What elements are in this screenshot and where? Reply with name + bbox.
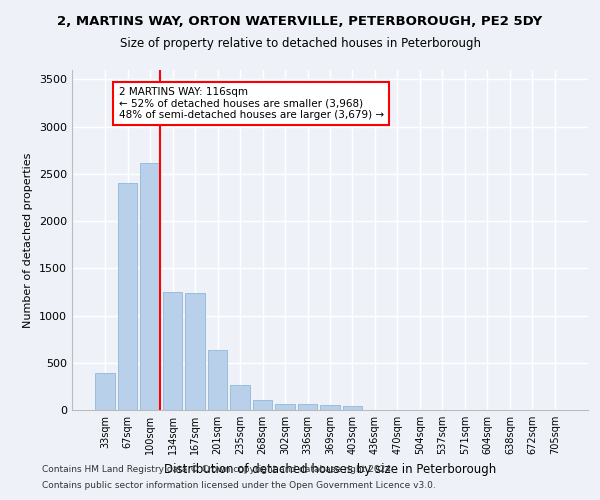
Bar	[208, 350, 227, 410]
Bar	[230, 386, 250, 410]
Text: Size of property relative to detached houses in Peterborough: Size of property relative to detached ho…	[119, 38, 481, 51]
Y-axis label: Number of detached properties: Number of detached properties	[23, 152, 34, 328]
Text: 2 MARTINS WAY: 116sqm
← 52% of detached houses are smaller (3,968)
48% of semi-d: 2 MARTINS WAY: 116sqm ← 52% of detached …	[119, 87, 383, 120]
Bar	[163, 292, 182, 410]
Text: Contains HM Land Registry data © Crown copyright and database right 2024.: Contains HM Land Registry data © Crown c…	[42, 466, 394, 474]
Bar	[118, 184, 137, 410]
Bar	[95, 373, 115, 410]
Bar	[185, 293, 205, 410]
Bar	[343, 406, 362, 410]
Bar	[298, 404, 317, 410]
Bar	[253, 400, 272, 410]
X-axis label: Distribution of detached houses by size in Peterborough: Distribution of detached houses by size …	[164, 462, 496, 475]
Text: 2, MARTINS WAY, ORTON WATERVILLE, PETERBOROUGH, PE2 5DY: 2, MARTINS WAY, ORTON WATERVILLE, PETERB…	[58, 15, 542, 28]
Bar	[320, 405, 340, 410]
Bar	[140, 164, 160, 410]
Bar	[275, 404, 295, 410]
Text: Contains public sector information licensed under the Open Government Licence v3: Contains public sector information licen…	[42, 480, 436, 490]
